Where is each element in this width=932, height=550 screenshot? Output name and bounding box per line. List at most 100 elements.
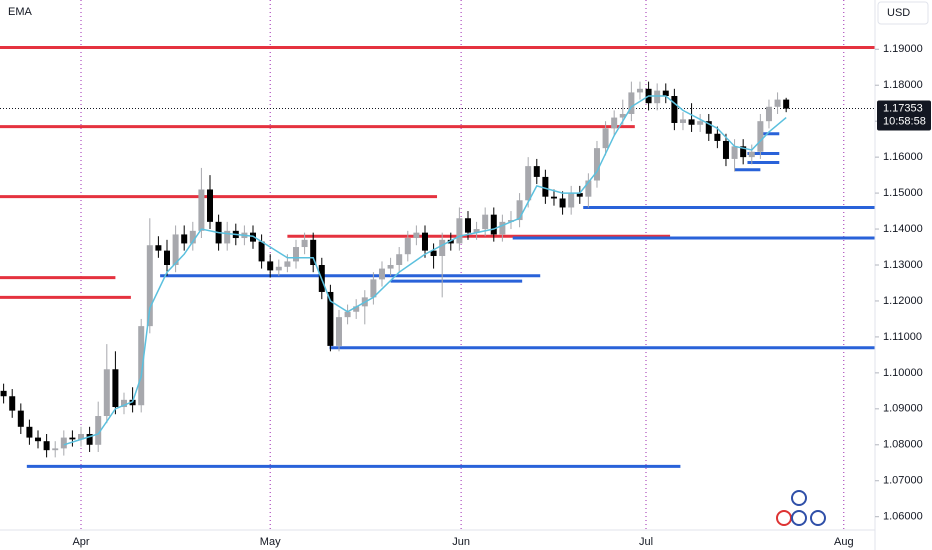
logo — [776, 490, 826, 526]
candle-body — [35, 437, 42, 442]
x-tick-label: Jun — [452, 536, 470, 548]
candle-body — [765, 106, 772, 122]
candle-body — [181, 234, 188, 244]
candle-body — [224, 230, 231, 244]
y-tick-label: 1.06000 — [883, 511, 923, 523]
candle-body — [129, 399, 136, 406]
candle-body — [396, 254, 403, 265]
candle-body — [138, 326, 145, 406]
candle-body — [740, 146, 747, 158]
candle-body — [258, 241, 265, 262]
candle-body — [421, 232, 428, 251]
candle-body — [542, 176, 549, 197]
candle-body — [714, 133, 721, 141]
candle-body — [378, 268, 385, 280]
candle-body — [121, 399, 128, 408]
candle-body — [52, 448, 59, 451]
candle-body — [112, 369, 119, 408]
candle-body — [464, 218, 471, 233]
candle-body — [731, 146, 738, 159]
candle-body — [568, 193, 575, 208]
y-tick-label: 1.16000 — [883, 151, 923, 163]
currency-label: USD — [887, 7, 910, 19]
candle-body — [439, 239, 446, 257]
candle-body — [249, 232, 256, 242]
candle-body — [430, 250, 437, 257]
candle-body — [636, 88, 643, 93]
candle-body — [284, 261, 291, 267]
candle-body — [593, 148, 600, 181]
ema-line — [63, 95, 787, 446]
currency-button[interactable] — [877, 1, 929, 25]
candle-body — [164, 250, 171, 265]
candle-body — [447, 239, 454, 244]
candle-body — [611, 117, 618, 129]
candle-body — [413, 232, 420, 239]
candle-body — [267, 261, 274, 271]
candle-body — [207, 189, 213, 222]
x-tick-label: Jul — [639, 536, 653, 548]
candle-body — [86, 433, 93, 445]
candle-body — [310, 239, 317, 265]
candle-body — [490, 214, 497, 235]
candle-body — [335, 317, 342, 346]
candle-body — [146, 245, 153, 327]
indicator-label: EMA — [8, 6, 33, 18]
y-tick-label: 1.14000 — [883, 223, 923, 235]
candle-body — [619, 113, 626, 118]
candle-body — [327, 291, 334, 346]
candle-body — [688, 119, 695, 125]
candle-body — [172, 234, 179, 265]
y-tick-label: 1.12000 — [883, 295, 923, 307]
candle-body — [103, 369, 110, 417]
candle-body — [473, 229, 480, 233]
y-tick-label: 1.10000 — [883, 367, 923, 379]
candle-body — [17, 410, 24, 427]
candle-body — [155, 245, 162, 251]
candle-body — [0, 390, 7, 397]
candle-body — [353, 306, 360, 312]
price-tag-label: 1.17353 — [883, 102, 923, 114]
y-tick-label: 1.08000 — [883, 439, 923, 451]
plot — [0, 0, 875, 530]
candle-body — [60, 437, 67, 449]
y-tick-label: 1.07000 — [883, 475, 923, 487]
y-tick-label: 1.13000 — [883, 259, 923, 271]
candle-body — [602, 128, 609, 149]
candle-body — [671, 96, 678, 123]
candle-body — [198, 189, 205, 231]
candle-body — [387, 265, 394, 269]
candle-body — [456, 218, 463, 244]
y-tick-label: 1.11000 — [883, 331, 922, 343]
x-tick-label: May — [260, 536, 281, 548]
candle-body — [301, 239, 308, 248]
y-tick-label: 1.19000 — [883, 43, 923, 55]
candle-body — [404, 238, 411, 255]
candle-body — [344, 311, 351, 318]
y-tick-label: 1.18000 — [883, 79, 923, 91]
candle-body — [78, 433, 85, 440]
candle-body — [550, 196, 557, 199]
candle-body — [370, 279, 377, 298]
x-tick-label: Aug — [834, 536, 854, 548]
candle-body — [189, 230, 196, 244]
candle-body — [275, 266, 282, 271]
candle-body — [516, 200, 523, 221]
candle-body — [559, 198, 566, 208]
candle-body — [26, 426, 33, 438]
countdown-label: 10:58:58 — [883, 115, 926, 127]
y-tick-label: 1.09000 — [883, 403, 923, 415]
candle-body — [576, 193, 583, 197]
y-tick-label: 1.15000 — [883, 187, 923, 199]
candle-body — [69, 437, 76, 440]
candle-body — [679, 119, 686, 123]
candle-body — [722, 140, 729, 159]
candle-body — [757, 121, 764, 152]
candle-body — [783, 99, 790, 109]
candle-body — [585, 180, 592, 197]
candle-body — [499, 221, 506, 235]
candle-body — [95, 416, 102, 445]
candle-body — [482, 214, 489, 230]
candle-body — [705, 121, 712, 134]
